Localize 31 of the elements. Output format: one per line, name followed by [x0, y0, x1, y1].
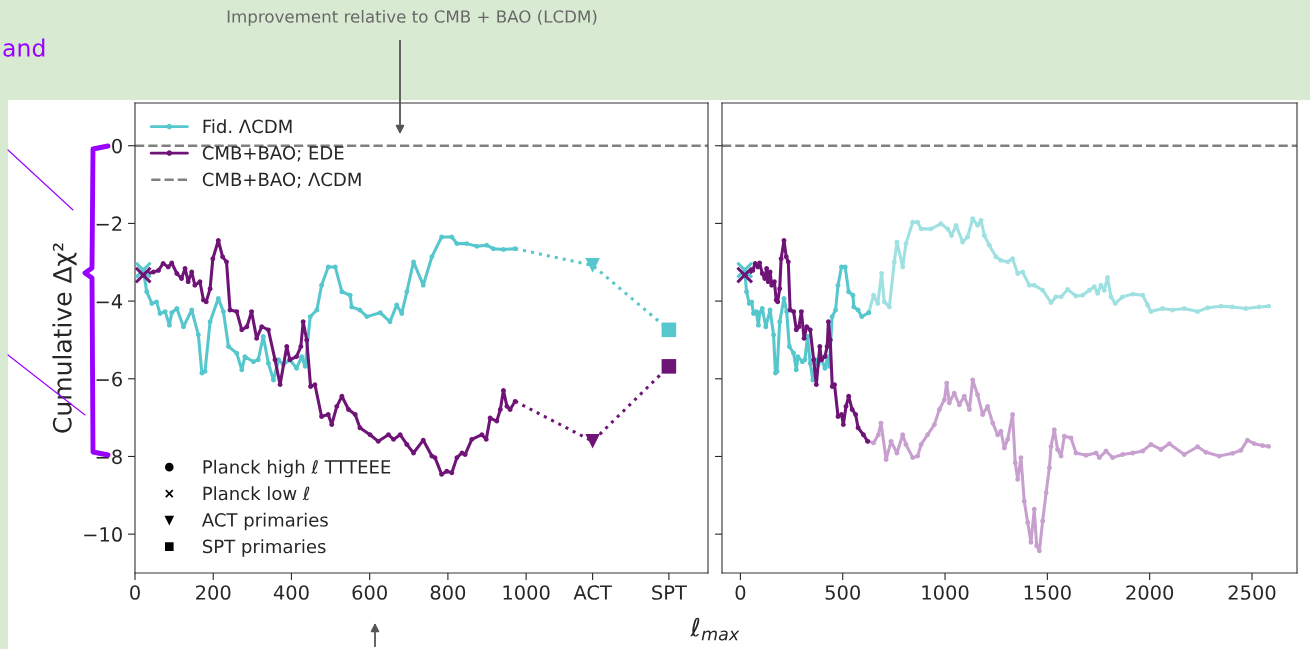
x-tick-label: 1500 — [1024, 585, 1071, 600]
legend-label: ACT primaries — [201, 512, 328, 531]
x-tick-label: SPT — [652, 585, 687, 600]
x-tick-label: 600 — [352, 585, 387, 600]
y-tick-label: −6 — [96, 371, 122, 387]
x-tick-label: 0 — [735, 585, 746, 600]
x-axis-title: ℓ$_{max}$ — [690, 617, 740, 641]
legend-label: SPT primaries — [203, 539, 326, 557]
x-tick-label: 0 — [130, 585, 140, 600]
y-axis-title: Cumulative Δχ² — [52, 243, 77, 433]
x-tick-label: 800 — [430, 585, 466, 600]
x-tick-label: ACT — [573, 585, 612, 600]
legend-label: Fid. ΛCDM — [203, 119, 292, 134]
legend-label: Planck high ℓ TTTEEE — [203, 459, 391, 478]
x-tick-label: 500 — [825, 585, 860, 600]
legend-label: CMB+BAO; EDE — [202, 146, 344, 162]
y-tick-label: 0 — [112, 138, 122, 154]
x-tick-label: 2500 — [1228, 585, 1276, 600]
x-tick-label: 1000 — [922, 585, 969, 600]
x-tick-label: 2000 — [1126, 585, 1174, 600]
y-tick-label: −2 — [96, 216, 122, 231]
y-tick-label: −8 — [96, 449, 122, 465]
x-tick-label: 400 — [273, 585, 309, 600]
x-tick-label: 1000 — [503, 585, 550, 600]
text: and — [3, 38, 45, 57]
legend-label: CMB+BAO; ΛCDM — [202, 172, 361, 189]
y-tick-label: −10 — [84, 527, 122, 542]
text: Improvement relative to CMB + BAO (LCDM) — [227, 9, 597, 27]
y-tick-label: −4 — [96, 294, 123, 309]
legend-label: Planck low ℓ — [203, 486, 310, 501]
x-tick-label: 200 — [196, 585, 231, 600]
